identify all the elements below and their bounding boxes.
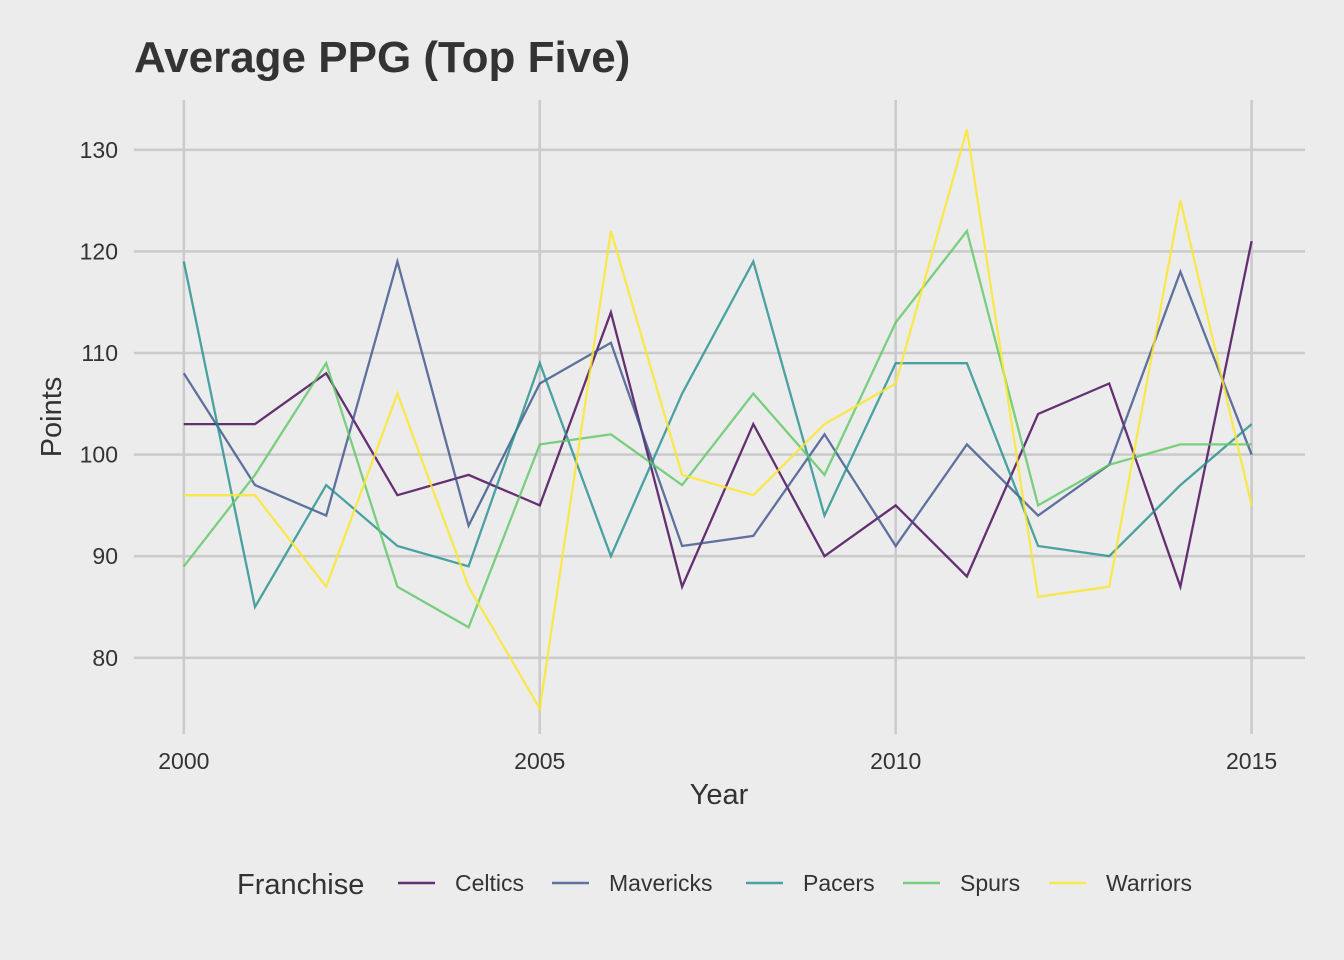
- series-line-spurs: [182, 228, 1252, 629]
- y-axis-title: Points: [36, 377, 68, 458]
- x-axis-title: Year: [690, 779, 749, 811]
- y-tick-label: 130: [80, 137, 118, 163]
- legend-label-pacers: Pacers: [803, 870, 875, 896]
- series-line-pacers: [182, 258, 1253, 611]
- y-tick-label: 100: [80, 442, 118, 468]
- x-tick-label: 2005: [514, 748, 565, 774]
- y-tick-label: 90: [92, 543, 118, 569]
- chart-title: Average PPG (Top Five): [134, 33, 630, 82]
- y-tick-label: 120: [80, 238, 118, 264]
- legend-label-warriors: Warriors: [1106, 870, 1192, 896]
- x-axis-ticks: 2000 2005 2010 2015: [158, 748, 1277, 774]
- legend-label-celtics: Celtics: [455, 870, 524, 896]
- legend-label-mavericks: Mavericks: [609, 870, 713, 896]
- legend: Franchise Celtics Mavericks Pacers Spurs War…: [237, 869, 1192, 901]
- legend-title: Franchise: [237, 869, 364, 901]
- x-tick-label: 2000: [158, 748, 209, 774]
- x-tick-label: 2010: [870, 748, 921, 774]
- y-axis-ticks: 80 90 100 110 120 130: [80, 137, 118, 671]
- series-line-warriors: [183, 129, 1253, 713]
- series-line-mavericks: [182, 257, 1253, 549]
- series-line-celtics: [183, 240, 1253, 591]
- series-lines: [182, 129, 1253, 713]
- x-tick-label: 2015: [1226, 748, 1277, 774]
- legend-label-spurs: Spurs: [960, 870, 1020, 896]
- y-tick-label: 80: [92, 645, 118, 671]
- grid: [134, 100, 1305, 734]
- y-tick-label: 110: [81, 340, 118, 366]
